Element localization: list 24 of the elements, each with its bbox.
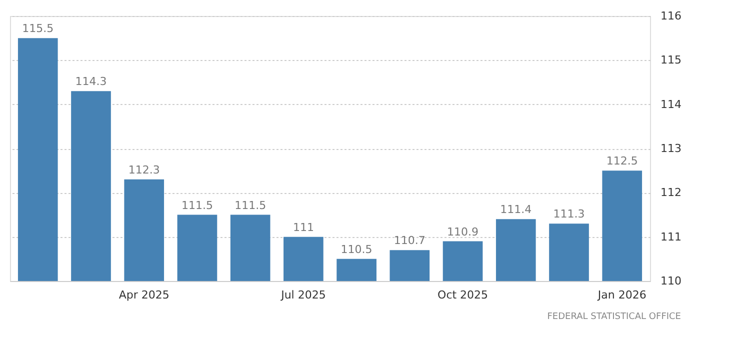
x-tick-label: Jul 2025 [280,288,326,302]
x-tick-label: Jan 2026 [596,288,646,302]
y-tick-label: 113 [660,142,682,155]
y-tick-label: 115 [660,54,682,67]
data-label: 110.9 [447,225,479,238]
data-label: 111.5 [181,198,213,212]
data-label: 112.3 [128,163,160,176]
data-label: 112.5 [606,154,638,168]
data-label: 111.5 [234,198,266,212]
y-tick-label: 112 [660,186,682,200]
data-label: 110.5 [340,242,372,256]
y-tick-label: 110 [660,274,682,288]
data-label: 114.3 [75,75,107,88]
y-tick-label: 116 [660,10,682,22]
data-label: 111 [292,220,314,234]
data-label: 110.7 [394,234,426,248]
data-label: 111.4 [500,203,532,216]
data-label: 111.3 [553,208,585,221]
x-tick-label: Apr 2025 [118,288,170,302]
data-label: 115.5 [22,22,54,36]
y-tick-label: 111 [660,230,682,244]
x-tick-label: Oct 2025 [438,288,488,302]
y-tick-label: 114 [660,98,682,111]
text: FEDERAL STATISTICAL OFFICE [547,312,682,322]
